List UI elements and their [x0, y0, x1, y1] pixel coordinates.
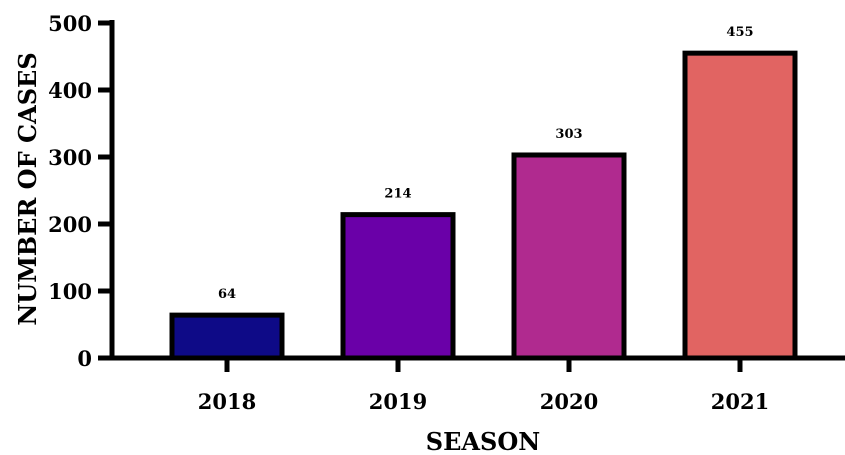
data-labels-group: 64 214 303 455: [218, 25, 754, 302]
x-axis: 2018 2019 2020 2021: [110, 355, 845, 414]
x-tick-label-2019: 2019: [369, 389, 427, 414]
y-axis-title: NUMBER OF CASES: [13, 52, 42, 325]
bar-2018: [169, 312, 285, 361]
x-tick-label-2021: 2021: [711, 389, 769, 414]
x-tick-label-2018: 2018: [198, 389, 256, 414]
data-label-2019: 214: [384, 187, 411, 202]
bar-2019: [340, 212, 456, 361]
y-tick-label: 400: [48, 78, 92, 103]
bar-2020: [511, 152, 627, 361]
bars-group: [169, 50, 798, 361]
bar-2021: [682, 50, 798, 361]
y-tick-label: 300: [48, 145, 92, 170]
data-label-2020: 303: [555, 127, 582, 142]
data-label-2021: 455: [726, 25, 753, 40]
x-axis-title: SEASON: [426, 427, 540, 455]
y-tick-label: 500: [48, 11, 92, 36]
y-axis: 0 100 200 300 400 500: [48, 11, 115, 371]
y-tick-label: 0: [77, 346, 92, 371]
data-label-2018: 64: [218, 287, 236, 302]
y-tick-label: 200: [48, 212, 92, 237]
y-tick-label: 100: [48, 279, 92, 304]
x-tick-label-2020: 2020: [540, 389, 598, 414]
